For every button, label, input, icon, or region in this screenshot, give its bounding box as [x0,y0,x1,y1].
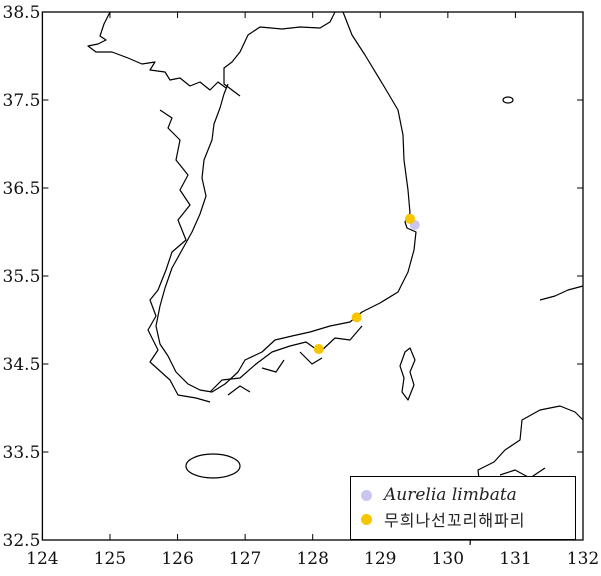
x-tick-label: 126 [161,549,193,569]
legend-label: 무희나선꼬리해파리 [384,511,526,530]
japan-honshu-coast [539,285,584,301]
legend-item-jellyfish-kr: 무희나선꼬리해파리 [361,507,575,531]
tsushima-island [399,347,416,401]
x-tick-label: 124 [26,549,58,569]
y-tick-label: 36.5 [3,179,41,199]
x-tick-label: 131 [499,549,531,569]
korean-peninsula-east-south-coast [155,11,417,393]
y-tick-label: 34.5 [3,355,41,375]
north-korea-west-coast [87,11,227,91]
y-tick-label: 38.5 [3,3,41,23]
point-jellyfish-kr [351,312,362,323]
x-tick-label: 127 [229,549,261,569]
plot-frame [41,11,584,541]
west-coast-islands [147,109,211,403]
x-tick-label: 129 [364,549,396,569]
legend-item-aurelia-limbata: Aurelia limbata [361,483,575,507]
legend-marker-lavender [361,489,372,501]
point-jellyfish-kr [405,213,416,224]
y-tick-label: 35.5 [3,267,41,287]
legend-marker-yellow [361,513,372,525]
axis-ticks: 124 125 126 127 128 129 130 131 132 32.5 33.5 34.5 3… [3,3,600,569]
legend-label: Aurelia limbata [384,485,517,505]
x-tick-label: 132 [567,549,599,569]
y-tick-label: 32.5 [3,531,41,551]
x-tick-label: 128 [296,549,328,569]
dmz-border [223,11,336,97]
jeju-island [185,453,241,479]
data-points [313,213,420,355]
x-tick-label: 130 [432,549,464,569]
south-coast-islands [209,325,363,396]
ulleungdo-island [502,96,514,104]
x-tick-label: 125 [94,549,126,569]
y-tick-label: 37.5 [3,91,41,111]
coastline [87,11,584,546]
legend: Aurelia limbata 무희나선꼬리해파리 [350,476,576,540]
y-tick-label: 33.5 [3,443,41,463]
point-jellyfish-kr [313,344,324,355]
